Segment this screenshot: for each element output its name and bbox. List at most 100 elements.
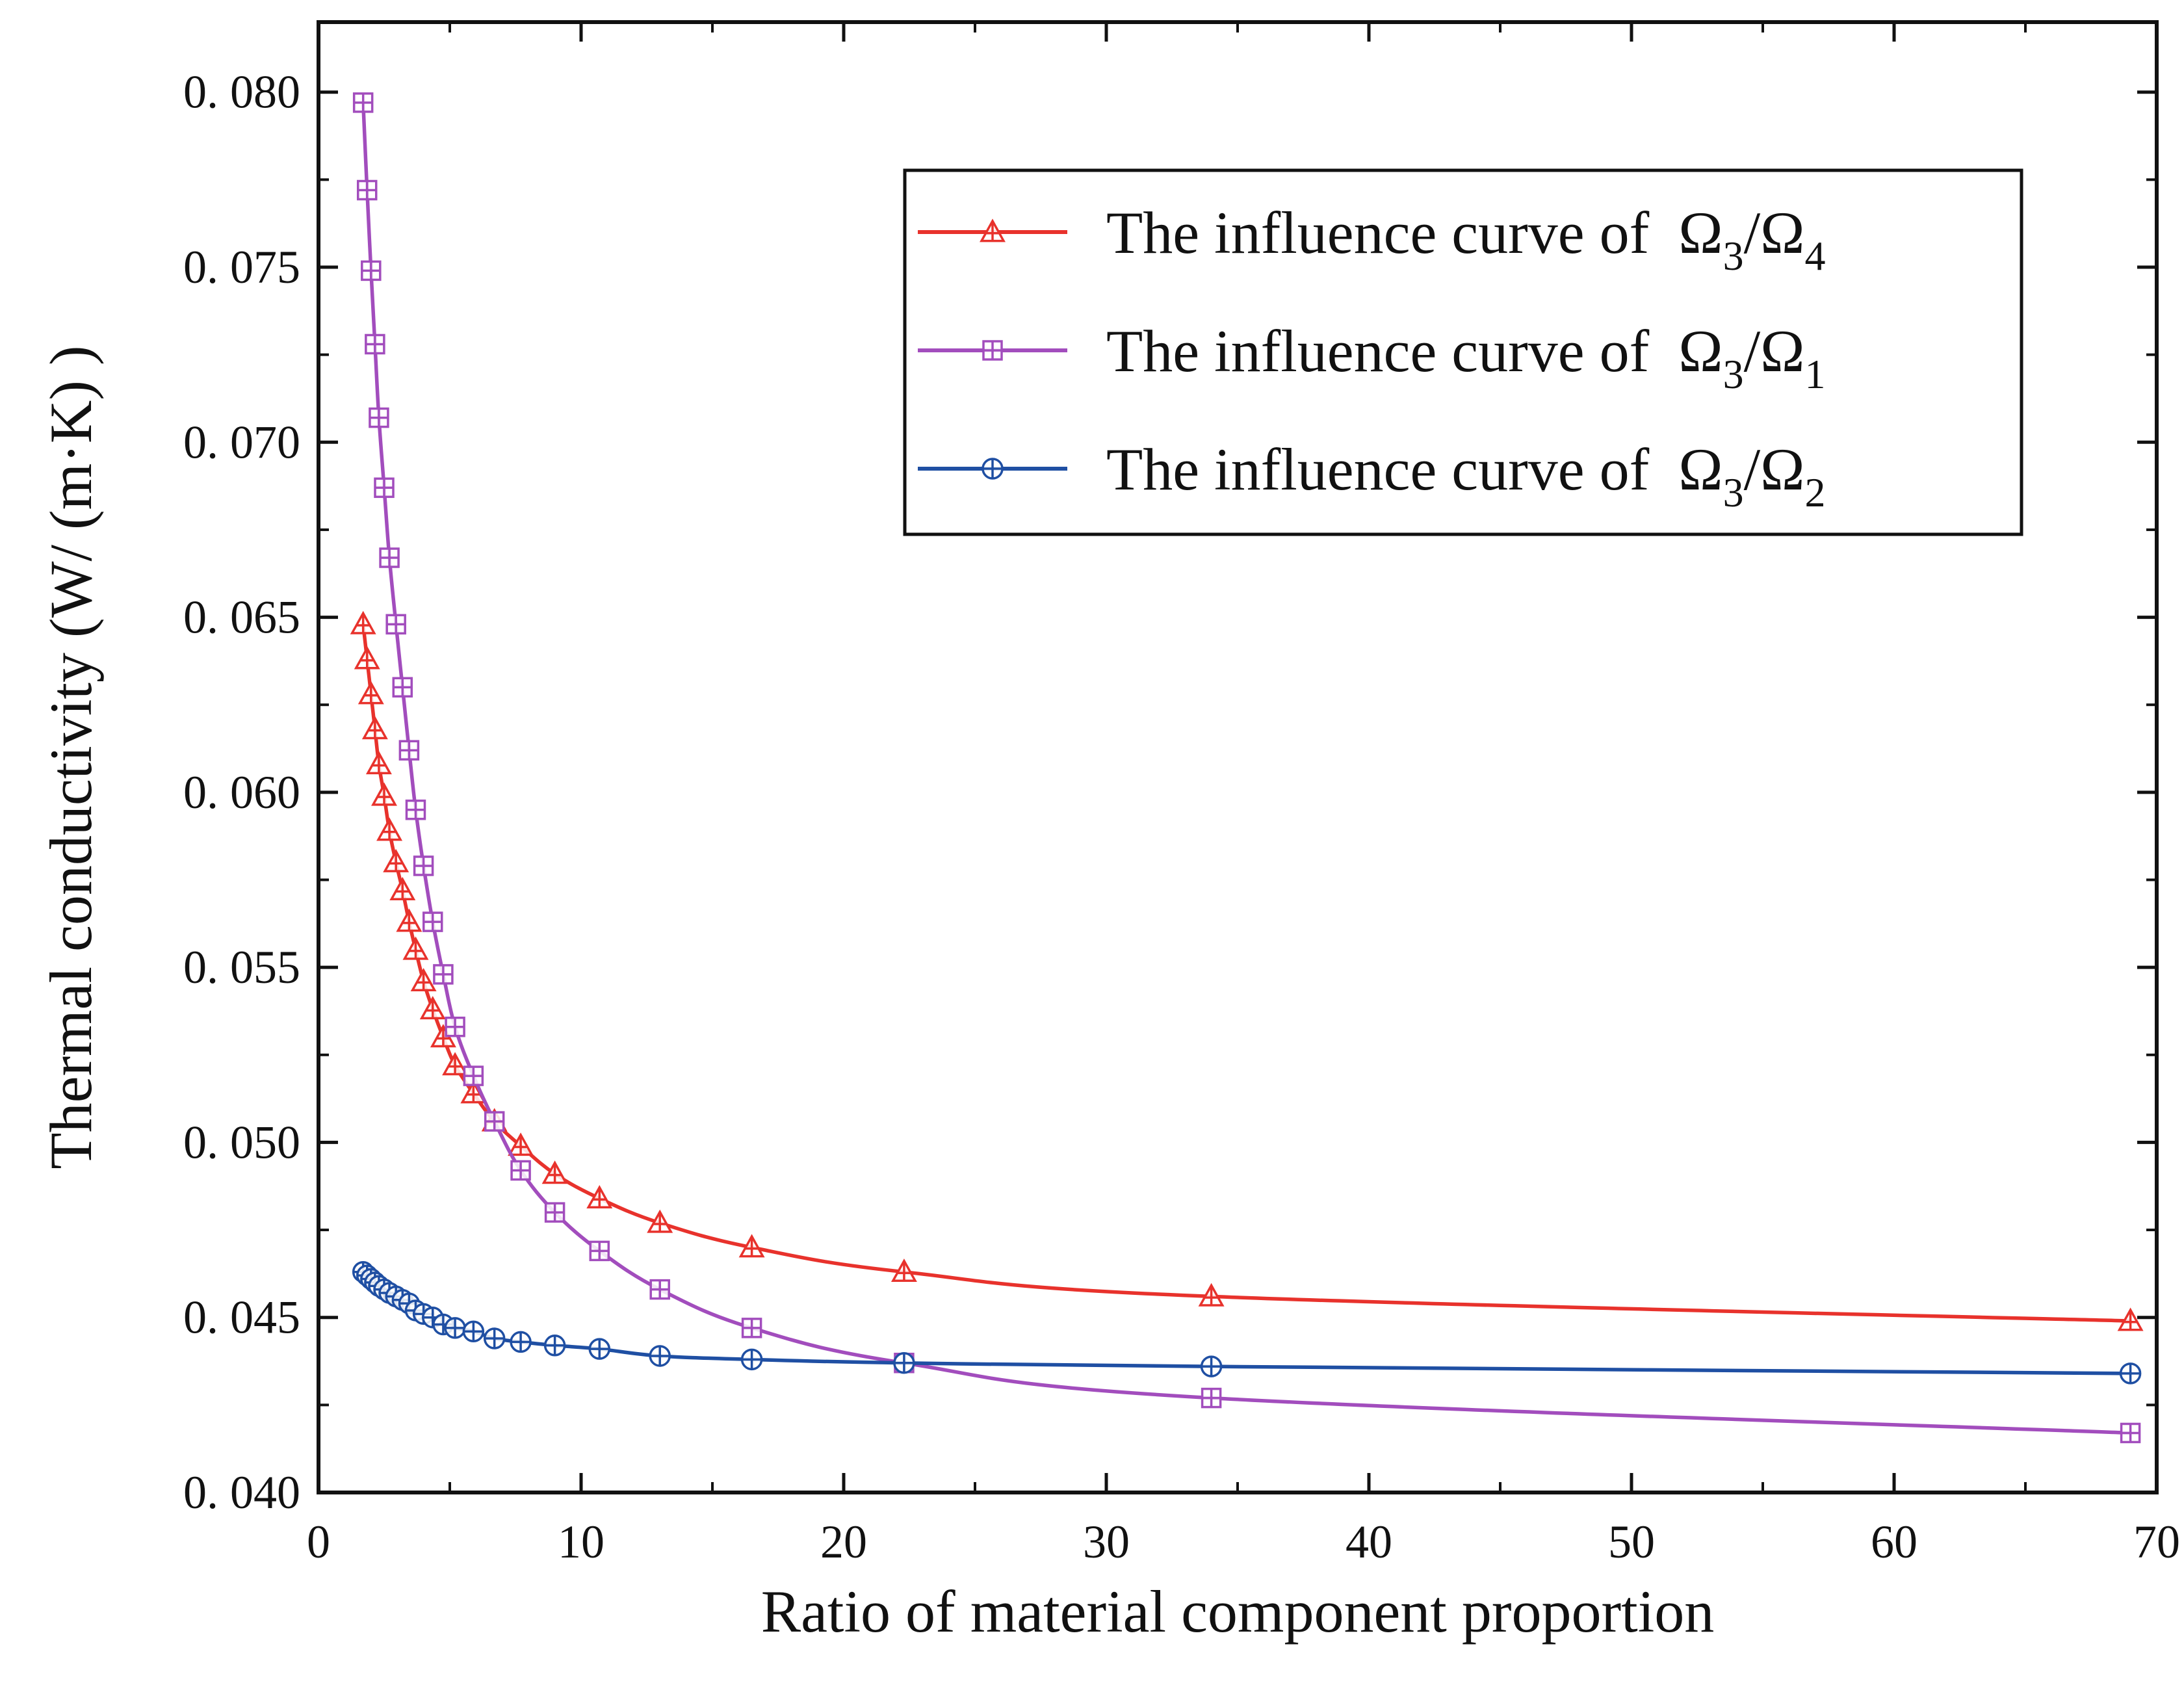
data-point xyxy=(649,1279,670,1300)
legend-math-symbol: /Ω xyxy=(1744,318,1805,384)
legend-swatch-marker xyxy=(982,340,1003,361)
data-point xyxy=(356,179,378,201)
legend-math-subscript: 3 xyxy=(1723,351,1744,397)
y-tick-label: 0. 075 xyxy=(183,241,300,293)
series-line xyxy=(361,101,2133,1435)
legend-math-subscript: 3 xyxy=(1723,469,1744,515)
data-point xyxy=(361,260,382,281)
data-point xyxy=(433,964,454,985)
data-point xyxy=(2117,1307,2144,1331)
data-point xyxy=(379,547,400,568)
data-point xyxy=(371,782,397,806)
data-point xyxy=(422,911,443,932)
legend-swatch-marker xyxy=(980,218,1006,242)
x-tick-label: 50 xyxy=(1608,1516,1655,1568)
data-point xyxy=(352,92,374,113)
data-point xyxy=(510,1331,532,1353)
data-point xyxy=(483,1327,506,1349)
legend-math-symbol: /Ω xyxy=(1744,436,1805,502)
data-point xyxy=(649,1345,671,1367)
legend-math-subscript: 3 xyxy=(1723,233,1744,279)
data-point xyxy=(510,1160,531,1181)
data-point xyxy=(442,1052,469,1076)
x-tick-label: 60 xyxy=(1871,1516,1918,1568)
data-point xyxy=(589,1240,610,1262)
series-3 xyxy=(352,1260,2142,1385)
data-point xyxy=(354,645,380,670)
legend-math-subscript: 1 xyxy=(1805,351,1826,397)
data-point xyxy=(2120,1422,2141,1444)
data-point xyxy=(402,936,429,960)
data-point xyxy=(586,1184,613,1208)
legend-label-prefix: The influence curve of xyxy=(1106,318,1664,384)
data-point xyxy=(350,610,376,634)
x-tick-label: 0 xyxy=(307,1516,330,1568)
data-point xyxy=(369,407,389,428)
x-tick-label: 20 xyxy=(820,1516,867,1568)
x-tick-label: 10 xyxy=(558,1516,604,1568)
data-point xyxy=(544,1202,566,1223)
data-point xyxy=(2119,1362,2142,1385)
legend-math-subscript: 4 xyxy=(1805,233,1826,279)
y-tick-label: 0. 045 xyxy=(183,1292,300,1344)
data-point xyxy=(1201,1387,1222,1409)
legend-swatch-marker xyxy=(982,458,1004,480)
data-point xyxy=(541,1160,568,1184)
data-point xyxy=(1198,1283,1225,1307)
data-point xyxy=(543,1335,566,1357)
data-point xyxy=(1200,1355,1223,1377)
legend-label: The influence curve of Ω3/Ω2 xyxy=(1106,436,1826,515)
legend-item-3: The influence curve of Ω3/Ω2 xyxy=(918,436,1826,515)
data-point xyxy=(385,614,406,635)
data-point xyxy=(647,1209,673,1233)
data-point xyxy=(389,877,416,901)
legend-math-symbol: Ω xyxy=(1678,200,1722,266)
legend-math-subscript: 2 xyxy=(1805,469,1826,515)
data-point xyxy=(374,477,395,499)
legend-math-symbol: Ω xyxy=(1678,436,1722,502)
legend-math-symbol: Ω xyxy=(1678,318,1722,384)
data-point xyxy=(398,740,420,761)
y-tick-label: 0. 080 xyxy=(183,66,300,118)
axes: 0 10 20 30 40 50 60 70 0. 040 0. 045 0. 050 0. 055 0… xyxy=(38,20,2180,1645)
x-axis-title: Ratio of material component proportion xyxy=(761,1578,1715,1645)
data-point xyxy=(484,1111,505,1132)
y-tick-label: 0. 050 xyxy=(183,1116,300,1168)
y-axis-title: Thermal conductivity (W/ (m·K) ) xyxy=(38,345,104,1169)
legend-box xyxy=(903,168,2023,536)
legend-label: The influence curve of Ω3/Ω4 xyxy=(1106,200,1826,279)
legend-label-prefix: The influence curve of xyxy=(1106,200,1664,266)
x-tick-label: 70 xyxy=(2133,1516,2180,1568)
y-tick-label: 0. 055 xyxy=(183,941,300,993)
data-point xyxy=(890,1258,917,1283)
data-point xyxy=(741,1318,762,1338)
data-point xyxy=(405,800,426,820)
data-point xyxy=(445,1016,465,1037)
data-point xyxy=(383,848,410,872)
plot-frame xyxy=(317,20,2159,1494)
x-tick-label: 40 xyxy=(1346,1516,1392,1568)
data-point xyxy=(365,333,385,355)
data-point xyxy=(361,716,388,740)
data-point xyxy=(419,996,446,1020)
data-point xyxy=(358,681,384,705)
y-tick-label: 0. 065 xyxy=(183,592,300,644)
legend-item-1: The influence curve of Ω3/Ω4 xyxy=(918,200,1826,279)
x-tick-label: 30 xyxy=(1083,1516,1130,1568)
data-point xyxy=(396,908,422,932)
data-point xyxy=(588,1338,611,1360)
legend-label: The influence curve of Ω3/Ω1 xyxy=(1106,318,1826,397)
data-point xyxy=(738,1234,765,1258)
legend-math-symbol: /Ω xyxy=(1744,200,1805,266)
data-point xyxy=(376,817,403,841)
data-point xyxy=(410,968,437,992)
legend-item-2: The influence curve of Ω3/Ω1 xyxy=(918,318,1826,397)
legend-label-prefix: The influence curve of xyxy=(1106,436,1664,502)
data-point xyxy=(463,1065,484,1086)
data-point xyxy=(444,1317,466,1339)
y-tick-label: 0. 070 xyxy=(183,416,300,468)
y-tick-label: 0. 060 xyxy=(183,766,300,818)
data-point xyxy=(893,1351,915,1374)
